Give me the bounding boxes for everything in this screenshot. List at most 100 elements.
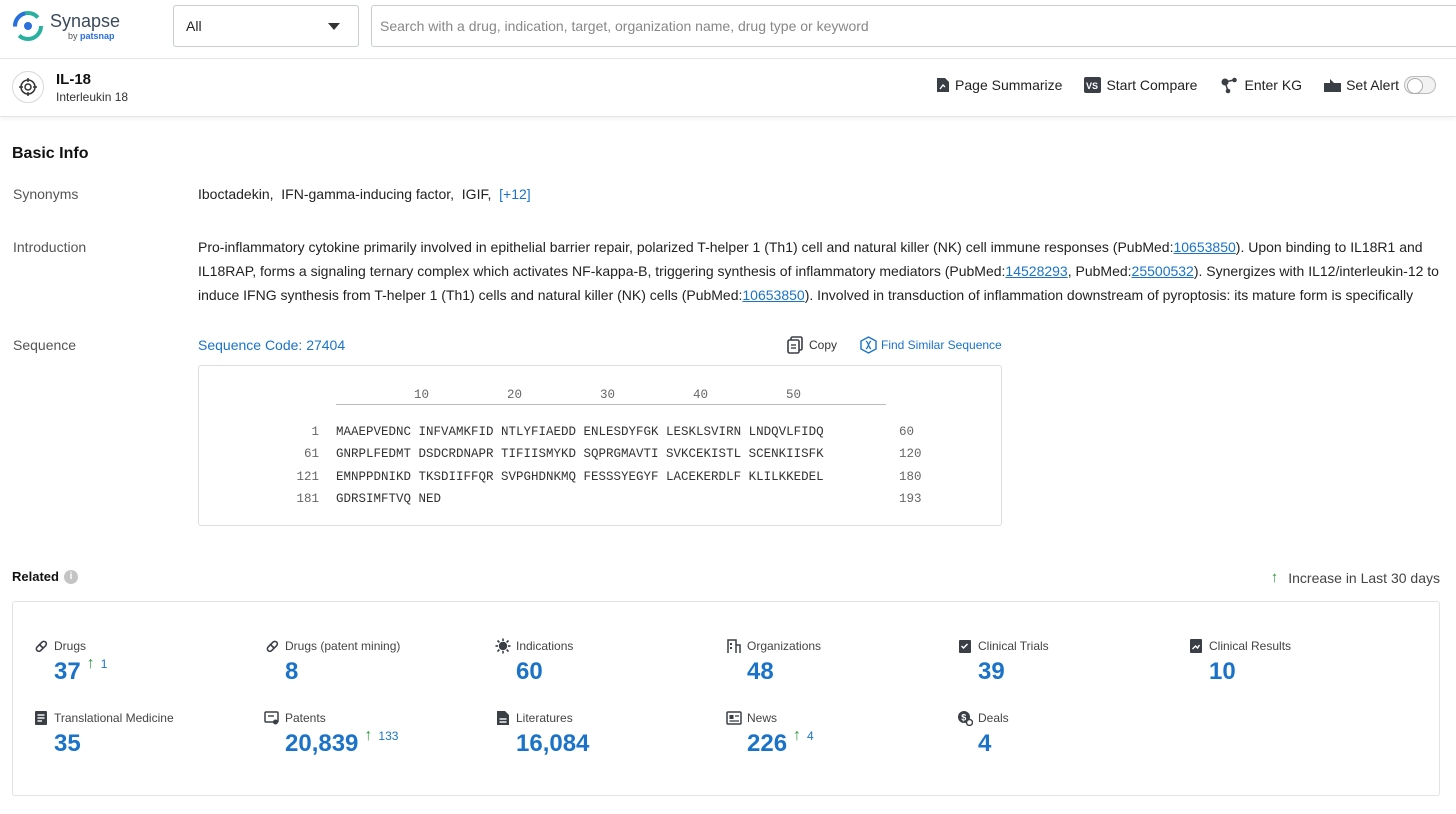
copy-icon [787, 336, 803, 354]
up-arrow-icon: ↑ [87, 656, 95, 672]
header-actions: Page Summarize VS Start Compare Enter KG… [914, 76, 1436, 94]
virus-icon [495, 638, 511, 654]
stat-label: Clinical Trials [957, 638, 1177, 654]
target-header: IL-18 Interleukin 18 Page Summarize VS S… [0, 60, 1456, 117]
sequence-viewer: 10 20 30 40 50 1 MAAEPVEDNC INFVAMKFID N… [198, 365, 1002, 526]
svg-text:VS: VS [1086, 81, 1098, 91]
target-name: IL-18 [56, 71, 91, 88]
pubmed-link[interactable]: 14528293 [1005, 263, 1067, 279]
synonym-item: IGIF, [462, 186, 492, 202]
sequence-row-start: 181 [199, 492, 319, 506]
stat-label: $Deals [957, 710, 1177, 726]
stat-value[interactable]: 39 [978, 658, 1005, 686]
related-stat-indications[interactable]: Indications60 [495, 638, 715, 686]
stat-value[interactable]: 10 [1209, 658, 1236, 686]
alert-icon [1324, 77, 1341, 93]
up-arrow-icon: ↑ [1271, 569, 1279, 586]
sequence-row: 61 GNRPLFEDMT DSDCRDNAPR TIFIISMYKD SQPR… [199, 447, 1001, 465]
synonyms-list: Iboctadekin, IFN-gamma-inducing factor, … [198, 186, 531, 202]
stat-label: Literatures [495, 710, 715, 726]
pill-icon [264, 638, 280, 654]
stat-increase: ↑ 133 [364, 728, 398, 744]
stat-value[interactable]: 48 [747, 658, 774, 686]
related-stat-translational-medicine[interactable]: Translational Medicine 35 [33, 710, 253, 758]
logo-name: Synapse [50, 12, 120, 30]
ruler-tick: 10 [414, 388, 429, 402]
set-alert-button[interactable]: Set Alert [1324, 76, 1436, 94]
logo-byline: by patsnap [68, 32, 120, 41]
info-icon[interactable]: i [64, 570, 78, 584]
enter-kg-button[interactable]: Enter KG [1219, 76, 1302, 94]
book-icon [495, 710, 511, 726]
sequence-row-end: 120 [899, 447, 922, 461]
page-summarize-button[interactable]: Page Summarize [936, 77, 1062, 93]
search-scope-value: All [186, 18, 202, 34]
introduction-text: Pro-inflammatory cytokine primarily invo… [198, 235, 1443, 307]
svg-text:$: $ [961, 713, 966, 723]
related-stat-drugs-patent-mining[interactable]: Drugs (patent mining) 8 [264, 638, 484, 686]
synonym-item: IFN-gamma-inducing factor, [281, 186, 454, 202]
related-stat-news[interactable]: News 226 ↑4 [726, 710, 946, 758]
related-stat-clinical-trials[interactable]: Clinical Trials 39 [957, 638, 1177, 686]
stat-value[interactable]: 226 [747, 730, 787, 758]
sequence-row: 1 MAAEPVEDNC INFVAMKFID NTLYFIAEDD ENLES… [199, 425, 1001, 443]
search-scope-select[interactable]: All [173, 5, 359, 47]
stat-value[interactable]: 35 [54, 730, 81, 758]
stat-label: Patents [264, 710, 484, 726]
sequence-row-start: 1 [199, 425, 319, 439]
knowledge-graph-icon [1219, 76, 1239, 94]
stat-label: Translational Medicine [33, 710, 253, 726]
related-stat-literatures[interactable]: Literatures 16,084 [495, 710, 715, 758]
stat-value[interactable]: 20,839 [285, 730, 358, 758]
up-arrow-icon: ↑ [364, 728, 372, 744]
summarize-icon [936, 77, 950, 93]
sequence-row: 121 EMNPPDNIKD TKSDIIFFQR SVPGHDNKMQ FES… [199, 470, 1001, 488]
stat-label: Drugs [33, 638, 253, 654]
stat-label: Drugs (patent mining) [264, 638, 484, 654]
related-stat-deals[interactable]: $Deals 4 [957, 710, 1177, 758]
search-input[interactable] [371, 5, 1456, 47]
start-compare-button[interactable]: VS Start Compare [1084, 77, 1197, 93]
pill-icon [33, 638, 49, 654]
sequence-row-end: 180 [899, 470, 922, 484]
sequence-row-residues: GNRPLFEDMT DSDCRDNAPR TIFIISMYKD SQPRGMA… [336, 447, 824, 461]
sequence-row-end: 60 [899, 425, 914, 439]
stat-increase-count: 133 [378, 729, 398, 743]
chart-doc-icon [1188, 638, 1204, 654]
find-similar-sequence-button[interactable]: Find Similar Sequence [860, 336, 1002, 354]
sequence-row-start: 121 [199, 470, 319, 484]
stat-value[interactable]: 8 [285, 658, 298, 686]
synonym-item: Iboctadekin, [198, 186, 274, 202]
related-stat-patents[interactable]: Patents 20,839 ↑ 133 [264, 710, 484, 758]
alert-toggle[interactable] [1404, 76, 1436, 94]
pubmed-link[interactable]: 10653850 [742, 287, 804, 303]
related-title: Related i [12, 569, 78, 584]
stat-increase-count: 1 [101, 657, 108, 671]
basic-info-title: Basic Info [12, 145, 88, 163]
target-full-name: Interleukin 18 [56, 90, 128, 104]
pubmed-link[interactable]: 10653850 [1173, 239, 1235, 255]
dna-hexagon-icon [860, 336, 877, 354]
related-stat-clinical-results[interactable]: Clinical Results10 [1188, 638, 1408, 686]
stat-value[interactable]: 60 [516, 658, 543, 686]
copy-sequence-button[interactable]: Copy [787, 336, 837, 354]
compare-icon: VS [1084, 77, 1101, 93]
increase-legend: ↑ Increase in Last 30 days [1271, 569, 1440, 586]
clipboard-icon [957, 638, 973, 654]
sequence-code-link[interactable]: Sequence Code: 27404 [198, 337, 345, 353]
synapse-logo[interactable]: Synapse by patsnap [12, 10, 120, 42]
patent-icon [264, 710, 280, 726]
sequence-row-residues: GDRSIMFTVQ NED [336, 492, 441, 506]
ruler-tick: 50 [786, 388, 801, 402]
pubmed-link[interactable]: 25500532 [1132, 263, 1194, 279]
stat-value[interactable]: 16,084 [516, 730, 589, 758]
synapse-logo-icon [12, 10, 44, 42]
related-stat-organizations[interactable]: Organizations48 [726, 638, 946, 686]
stat-increase: ↑4 [793, 728, 814, 744]
up-arrow-icon: ↑ [793, 728, 801, 744]
related-stat-drugs[interactable]: Drugs 37 ↑ 1 [33, 638, 253, 686]
stat-value[interactable]: 37 [54, 658, 81, 686]
synonyms-more-link[interactable]: [+12] [499, 186, 531, 202]
stat-value[interactable]: 4 [978, 730, 991, 758]
stat-label: News [726, 710, 946, 726]
